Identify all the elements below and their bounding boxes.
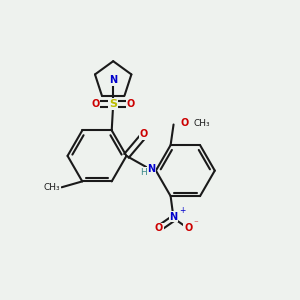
Text: N: N bbox=[169, 212, 178, 222]
Text: H: H bbox=[140, 168, 147, 177]
Text: N: N bbox=[147, 164, 155, 174]
Text: S: S bbox=[109, 99, 117, 109]
Text: ⁻: ⁻ bbox=[194, 219, 198, 228]
Text: CH₃: CH₃ bbox=[44, 183, 60, 192]
Text: O: O bbox=[92, 99, 100, 109]
Text: O: O bbox=[184, 224, 192, 233]
Text: N: N bbox=[109, 75, 117, 85]
Text: O: O bbox=[155, 224, 163, 233]
Text: CH₃: CH₃ bbox=[194, 118, 210, 127]
Text: O: O bbox=[181, 118, 189, 128]
Text: O: O bbox=[140, 129, 148, 140]
Text: O: O bbox=[127, 99, 135, 109]
Text: +: + bbox=[179, 206, 185, 215]
